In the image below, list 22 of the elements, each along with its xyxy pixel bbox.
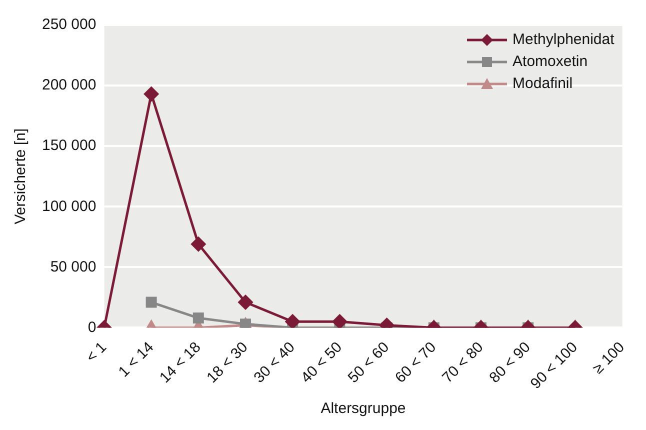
x-tick-label: 30 < 40 — [250, 338, 298, 386]
legend-label: Modafinil — [512, 74, 573, 94]
x-tick-label: < 1 — [82, 338, 110, 366]
legend-label: Atomoxetin — [512, 52, 588, 72]
y-tick-label: 250 000 — [42, 16, 96, 34]
x-tick-label: 14 < 18 — [156, 338, 204, 386]
x-tick-label: 60 < 70 — [392, 338, 440, 386]
point — [144, 86, 159, 102]
y-tick-label: 200 000 — [42, 76, 96, 94]
y-axis-title: Versicherte [n] — [12, 128, 30, 224]
x-tick-label: 50 < 60 — [344, 338, 393, 386]
y-tick-label: 50 000 — [50, 258, 96, 276]
x-tick-label: 40 < 50 — [298, 338, 346, 386]
y-tick-label: 150 000 — [42, 137, 96, 154]
x-tick-label: 1 < 14 — [115, 338, 158, 381]
legend-label: Methylphenidat — [512, 30, 614, 50]
x-tick-label: 18 < 30 — [204, 338, 252, 386]
x-tick-label: ≥ 100 — [590, 338, 628, 378]
y-tick-label: 0 — [88, 318, 96, 336]
y-tick-label: 100 000 — [42, 198, 96, 215]
x-axis-title: Altersgruppe — [320, 400, 406, 418]
x-tick-label: 70 < 80 — [439, 338, 487, 386]
